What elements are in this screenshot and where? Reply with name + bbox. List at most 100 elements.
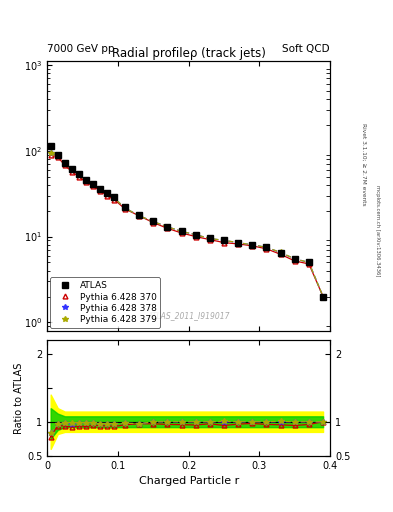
Pythia 6.428 379: [179, 228, 184, 234]
ATLAS: [123, 204, 127, 210]
Pythia 6.428 378: [165, 224, 170, 230]
Line: Pythia 6.428 370: Pythia 6.428 370: [48, 153, 325, 299]
ATLAS: [236, 240, 241, 246]
ATLAS: [250, 242, 255, 248]
Pythia 6.428 378: [151, 219, 156, 225]
Pythia 6.428 378: [236, 240, 241, 246]
Pythia 6.428 370: [91, 183, 95, 189]
Pythia 6.428 370: [55, 154, 60, 160]
Pythia 6.428 378: [84, 178, 88, 184]
Pythia 6.428 370: [70, 168, 74, 175]
ATLAS: [137, 211, 141, 218]
Text: 7000 GeV pp: 7000 GeV pp: [47, 44, 115, 54]
Pythia 6.428 379: [70, 166, 74, 173]
ATLAS: [70, 165, 74, 172]
Pythia 6.428 370: [137, 212, 141, 219]
Pythia 6.428 370: [179, 230, 184, 236]
Pythia 6.428 379: [264, 244, 269, 250]
ATLAS: [55, 152, 60, 158]
Pythia 6.428 379: [62, 161, 67, 167]
Pythia 6.428 378: [264, 244, 269, 250]
Pythia 6.428 378: [250, 242, 255, 248]
Pythia 6.428 370: [84, 179, 88, 185]
Pythia 6.428 379: [77, 172, 81, 178]
Pythia 6.428 379: [236, 240, 241, 246]
Pythia 6.428 379: [193, 232, 198, 238]
ATLAS: [91, 181, 95, 187]
Pythia 6.428 378: [137, 212, 141, 219]
Pythia 6.428 378: [208, 236, 212, 242]
Pythia 6.428 379: [151, 219, 156, 225]
Text: Soft QCD: Soft QCD: [283, 44, 330, 54]
ATLAS: [307, 259, 311, 265]
ATLAS: [208, 236, 212, 242]
Pythia 6.428 370: [264, 246, 269, 252]
Pythia 6.428 370: [62, 162, 67, 168]
Pythia 6.428 370: [193, 233, 198, 240]
Pythia 6.428 370: [151, 220, 156, 226]
Pythia 6.428 378: [193, 232, 198, 238]
Pythia 6.428 378: [105, 191, 110, 198]
Pythia 6.428 379: [165, 224, 170, 230]
Pythia 6.428 370: [105, 193, 110, 199]
Pythia 6.428 379: [250, 242, 255, 248]
Pythia 6.428 370: [307, 261, 311, 267]
ATLAS: [77, 172, 81, 178]
Pythia 6.428 379: [55, 153, 60, 159]
Line: ATLAS: ATLAS: [48, 143, 326, 300]
Pythia 6.428 379: [91, 182, 95, 188]
Pythia 6.428 379: [321, 293, 325, 300]
Text: mcplots.cern.ch [arXiv:1306.3436]: mcplots.cern.ch [arXiv:1306.3436]: [375, 185, 380, 276]
Line: Pythia 6.428 378: Pythia 6.428 378: [48, 150, 326, 300]
Pythia 6.428 378: [292, 256, 297, 262]
Pythia 6.428 378: [112, 195, 117, 201]
ATLAS: [151, 219, 156, 225]
Pythia 6.428 378: [222, 238, 226, 244]
ATLAS: [112, 194, 117, 200]
Pythia 6.428 370: [222, 240, 226, 246]
Pythia 6.428 378: [123, 205, 127, 211]
Pythia 6.428 378: [321, 293, 325, 300]
Pythia 6.428 379: [208, 236, 212, 242]
Pythia 6.428 379: [105, 191, 110, 198]
ATLAS: [165, 224, 170, 230]
Pythia 6.428 378: [62, 161, 67, 167]
Pythia 6.428 370: [236, 241, 241, 247]
ATLAS: [193, 232, 198, 238]
Pythia 6.428 378: [55, 153, 60, 159]
ATLAS: [264, 244, 269, 250]
Pythia 6.428 370: [321, 293, 325, 300]
Pythia 6.428 379: [292, 256, 297, 262]
Title: Radial profileρ (track jets): Radial profileρ (track jets): [112, 47, 266, 60]
ATLAS: [62, 160, 67, 166]
ATLAS: [278, 249, 283, 255]
Pythia 6.428 370: [77, 174, 81, 180]
Line: Pythia 6.428 379: Pythia 6.428 379: [48, 150, 326, 300]
Pythia 6.428 378: [70, 166, 74, 173]
ATLAS: [48, 142, 53, 148]
Pythia 6.428 378: [77, 172, 81, 178]
ATLAS: [105, 190, 110, 196]
Pythia 6.428 370: [48, 152, 53, 158]
ATLAS: [222, 238, 226, 244]
Y-axis label: Ratio to ATLAS: Ratio to ATLAS: [14, 362, 24, 434]
Pythia 6.428 378: [278, 249, 283, 255]
Pythia 6.428 370: [98, 188, 103, 194]
ATLAS: [321, 293, 325, 300]
Pythia 6.428 370: [123, 206, 127, 212]
Pythia 6.428 370: [250, 243, 255, 249]
Pythia 6.428 379: [123, 205, 127, 211]
Pythia 6.428 370: [278, 251, 283, 258]
Pythia 6.428 370: [112, 197, 117, 203]
Pythia 6.428 379: [112, 195, 117, 201]
Text: ATLAS_2011_I919017: ATLAS_2011_I919017: [147, 311, 230, 320]
Pythia 6.428 379: [137, 212, 141, 219]
Pythia 6.428 378: [98, 187, 103, 193]
Pythia 6.428 370: [208, 237, 212, 243]
ATLAS: [84, 177, 88, 183]
Pythia 6.428 370: [165, 225, 170, 231]
X-axis label: Charged Particle r: Charged Particle r: [138, 476, 239, 486]
Pythia 6.428 379: [84, 178, 88, 184]
Pythia 6.428 379: [222, 237, 226, 243]
Pythia 6.428 370: [292, 258, 297, 264]
